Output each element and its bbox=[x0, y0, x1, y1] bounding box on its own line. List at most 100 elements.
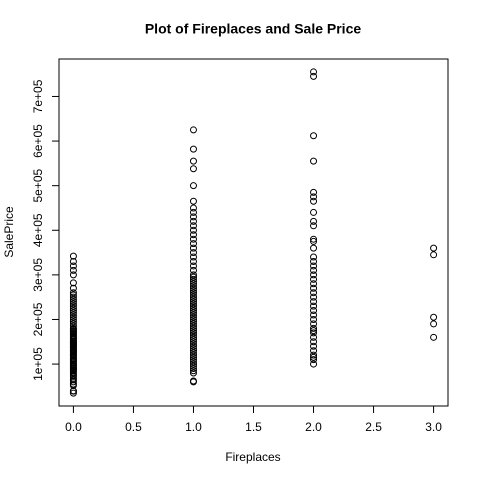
point bbox=[189, 340, 197, 348]
point bbox=[69, 298, 77, 306]
point bbox=[189, 304, 197, 312]
point bbox=[189, 318, 197, 326]
point bbox=[189, 360, 197, 368]
point bbox=[189, 331, 197, 339]
point bbox=[310, 293, 318, 301]
point bbox=[189, 244, 197, 252]
x-tick-label: 1.0 bbox=[185, 420, 202, 434]
y-tick-label: 5e+05 bbox=[31, 168, 45, 202]
point bbox=[69, 293, 77, 301]
point bbox=[310, 307, 318, 315]
point bbox=[310, 253, 318, 261]
point bbox=[189, 307, 197, 315]
point bbox=[189, 157, 197, 165]
point bbox=[310, 188, 318, 196]
point bbox=[310, 235, 318, 243]
point bbox=[310, 320, 318, 328]
point bbox=[310, 72, 318, 80]
point bbox=[189, 293, 197, 301]
x-tick-label: 3.0 bbox=[425, 420, 442, 434]
x-axis-label: Fireplaces bbox=[225, 450, 280, 464]
point bbox=[69, 389, 77, 397]
point bbox=[69, 284, 77, 292]
point bbox=[189, 329, 197, 337]
point bbox=[69, 262, 77, 270]
point bbox=[189, 145, 197, 153]
point bbox=[189, 126, 197, 134]
point bbox=[310, 280, 318, 288]
point bbox=[189, 235, 197, 243]
point bbox=[189, 271, 197, 279]
point bbox=[189, 204, 197, 212]
point bbox=[310, 262, 318, 270]
point bbox=[69, 320, 77, 328]
point bbox=[310, 342, 318, 350]
point bbox=[310, 257, 318, 265]
point bbox=[310, 302, 318, 310]
point bbox=[189, 282, 197, 290]
point bbox=[189, 324, 197, 332]
point bbox=[310, 244, 318, 252]
point bbox=[189, 284, 197, 292]
point bbox=[310, 289, 318, 297]
point bbox=[189, 333, 197, 341]
point bbox=[189, 217, 197, 225]
y-tick-label: 6e+05 bbox=[31, 124, 45, 158]
point bbox=[189, 302, 197, 310]
point bbox=[69, 324, 77, 332]
point bbox=[189, 262, 197, 270]
x-tick-label: 0.5 bbox=[125, 420, 142, 434]
point bbox=[189, 362, 197, 370]
point bbox=[310, 208, 318, 216]
point bbox=[310, 338, 318, 346]
point bbox=[430, 251, 438, 259]
point bbox=[310, 275, 318, 283]
y-tick-label: 7e+05 bbox=[31, 79, 45, 113]
point bbox=[189, 182, 197, 190]
point bbox=[310, 356, 318, 364]
point bbox=[310, 298, 318, 306]
point bbox=[69, 307, 77, 315]
point bbox=[189, 349, 197, 357]
point bbox=[69, 302, 77, 310]
point bbox=[189, 298, 197, 306]
point bbox=[69, 304, 77, 312]
point bbox=[189, 278, 197, 286]
point bbox=[310, 68, 318, 76]
point bbox=[69, 322, 77, 330]
point bbox=[189, 342, 197, 350]
point bbox=[310, 353, 318, 361]
point bbox=[430, 244, 438, 252]
point bbox=[69, 291, 77, 299]
point bbox=[189, 249, 197, 257]
point bbox=[189, 315, 197, 323]
point bbox=[430, 313, 438, 321]
point bbox=[430, 320, 438, 328]
point bbox=[189, 353, 197, 361]
point bbox=[69, 257, 77, 265]
point bbox=[310, 197, 318, 205]
point bbox=[189, 222, 197, 230]
point bbox=[189, 322, 197, 330]
point bbox=[189, 327, 197, 335]
point bbox=[189, 273, 197, 281]
point bbox=[189, 320, 197, 328]
point bbox=[189, 367, 197, 375]
point bbox=[69, 279, 77, 287]
y-tick-label: 1e+05 bbox=[31, 347, 45, 381]
point bbox=[189, 338, 197, 346]
point bbox=[430, 333, 438, 341]
point bbox=[189, 347, 197, 355]
point bbox=[69, 309, 77, 317]
point bbox=[189, 313, 197, 321]
point bbox=[189, 275, 197, 283]
point bbox=[189, 226, 197, 234]
point bbox=[69, 387, 77, 395]
point bbox=[189, 336, 197, 344]
y-tick-label: 4e+05 bbox=[31, 213, 45, 247]
point bbox=[189, 266, 197, 274]
point bbox=[189, 356, 197, 364]
point bbox=[189, 289, 197, 297]
point bbox=[69, 266, 77, 274]
